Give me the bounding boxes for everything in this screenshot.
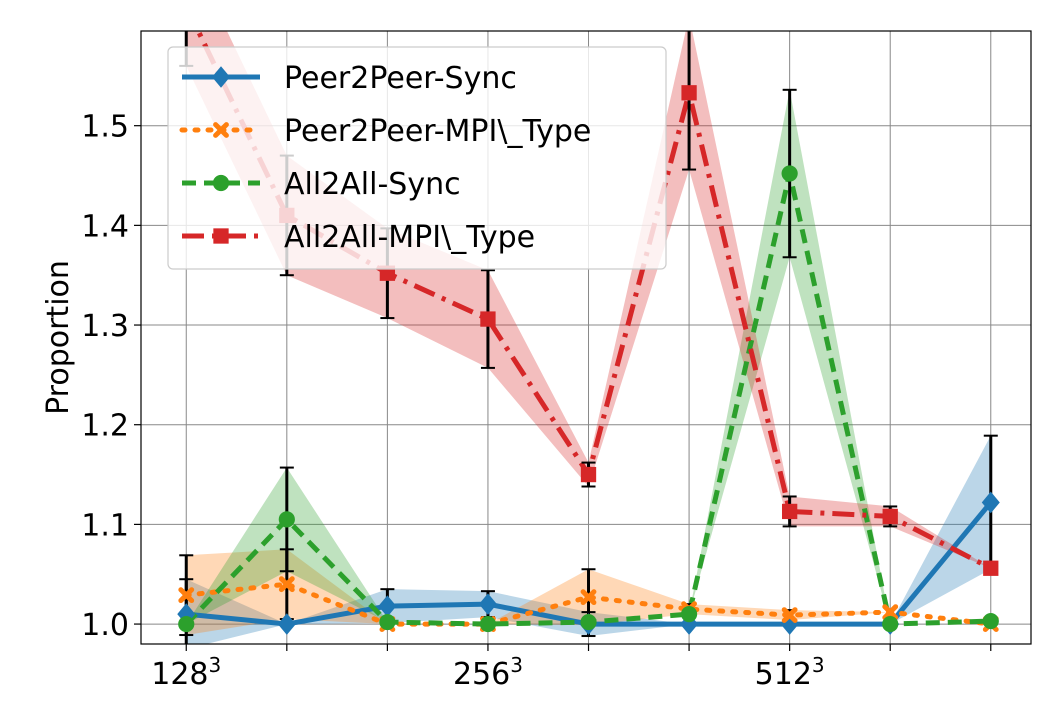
legend-label: Peer2Peer-Sync xyxy=(284,61,517,96)
square-marker xyxy=(480,311,496,327)
x-marker xyxy=(213,122,229,138)
axis-ticks: 1283 2563 5123 1.0 1.1 1.2 1.3 1.4 1.5 xyxy=(81,110,992,692)
circle-marker xyxy=(479,615,497,633)
legend: Peer2Peer-Sync Peer2Peer-MPI\_Type All2All… xyxy=(167,46,667,270)
legend-label: All2All-MPI\_Type xyxy=(284,220,535,255)
circle-marker xyxy=(178,615,195,633)
legend-entry-1: Peer2Peer-Sync xyxy=(182,61,517,96)
circle-marker xyxy=(781,165,798,182)
circle-marker xyxy=(379,613,396,631)
x-marker xyxy=(882,604,899,621)
legend-entry-4: All2All-MPI\_Type xyxy=(182,220,535,255)
circle-marker xyxy=(882,615,899,633)
circle-marker xyxy=(982,612,999,630)
square-marker xyxy=(781,503,798,520)
x-tick-label: 2563 xyxy=(453,653,523,692)
legend-entry-3: All2All-Sync xyxy=(182,167,461,202)
square-marker xyxy=(179,0,194,14)
square-marker xyxy=(983,560,999,576)
legend-label: Peer2Peer-MPI\_Type xyxy=(284,114,591,149)
diamond-marker xyxy=(478,593,497,615)
y-tick-label: 1.1 xyxy=(81,508,129,543)
circle-marker xyxy=(680,605,698,623)
legend-label: All2All-Sync xyxy=(284,167,461,202)
circle-marker xyxy=(580,613,597,631)
diamond-marker xyxy=(212,66,230,88)
x-marker xyxy=(580,589,597,606)
x-marker xyxy=(781,607,798,623)
plot-frame xyxy=(140,30,1032,645)
y-tick-label: 1.4 xyxy=(81,209,129,244)
diamond-marker xyxy=(277,613,296,635)
y-tick-label: 1.0 xyxy=(81,608,129,643)
square-marker xyxy=(213,228,229,244)
legend-frame xyxy=(167,46,667,270)
diamond-marker xyxy=(378,595,397,617)
y-tick-label: 1.5 xyxy=(81,110,129,145)
y-tick-label: 1.2 xyxy=(81,409,129,444)
legend-entry-2: Peer2Peer-MPI\_Type xyxy=(179,114,591,149)
x-marker xyxy=(278,576,295,593)
y-axis-label: Proportion xyxy=(41,260,76,415)
error-band-4 xyxy=(186,31,991,569)
square-marker xyxy=(882,508,898,525)
square-marker xyxy=(580,466,597,483)
x-tick-label: 1283 xyxy=(151,653,221,692)
diamond-marker xyxy=(981,491,1000,514)
square-marker xyxy=(681,85,697,101)
circle-marker xyxy=(278,511,295,528)
y-tick-label: 1.3 xyxy=(81,309,129,344)
x-tick-label: 5123 xyxy=(755,653,825,692)
circle-marker xyxy=(212,174,230,192)
x-marker xyxy=(178,587,195,604)
